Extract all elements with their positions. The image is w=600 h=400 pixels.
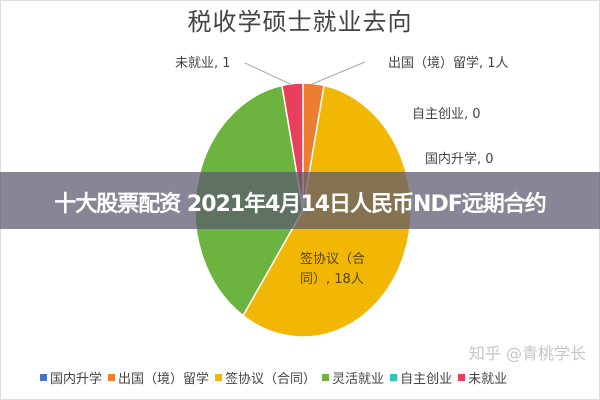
- legend-item: 灵活就业: [322, 368, 384, 387]
- legend-item: 未就业: [458, 368, 507, 387]
- legend-swatch: [390, 374, 398, 381]
- legend-item: 出国（境）留学: [108, 368, 209, 387]
- legend-item: 国内升学: [40, 368, 102, 387]
- label-unemployed: 未就业, 1: [175, 56, 231, 71]
- legend: 国内升学 出国（境）留学 签协议（合同） 灵活就业 自主创业 未就业: [40, 368, 507, 387]
- leader-line-abroad: [311, 61, 366, 85]
- legend-item: 自主创业: [390, 368, 452, 387]
- legend-swatch: [108, 374, 116, 381]
- legend-swatch: [215, 374, 223, 381]
- legend-swatch: [40, 374, 47, 381]
- banner-overlay: [0, 172, 600, 229]
- legend-label: 出国（境）留学: [118, 372, 210, 387]
- label-domestic-study: 国内升学, 0: [425, 152, 494, 167]
- label-contract: 签协议（合同）, 18人: [300, 252, 366, 287]
- label-self-employed: 自主创业, 0: [412, 107, 481, 122]
- legend-label: 灵活就业: [332, 372, 385, 387]
- legend-swatch: [322, 374, 330, 381]
- chart-title: 税收学硕士就业去向: [187, 8, 413, 36]
- legend-item: 签协议（合同）: [215, 368, 316, 387]
- legend-label: 未就业: [468, 372, 508, 387]
- watermark: 知乎 @青桃学长: [468, 344, 586, 363]
- legend-label: 签协议（合同）: [225, 372, 317, 387]
- legend-label: 国内升学: [50, 372, 103, 387]
- label-abroad: 出国（境）留学, 1人: [388, 56, 509, 71]
- banner-text: 十大股票配资 2021年4月14日人民币NDF远期合约: [54, 192, 547, 217]
- legend-swatch: [458, 374, 466, 381]
- leader-line-unemployed: [244, 62, 291, 85]
- legend-label: 自主创业: [400, 372, 453, 387]
